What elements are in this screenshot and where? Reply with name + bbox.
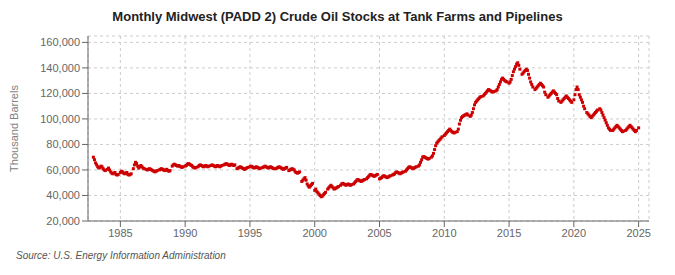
svg-text:160,000: 160,000 — [40, 36, 80, 48]
svg-text:2020: 2020 — [562, 227, 586, 239]
svg-text:140,000: 140,000 — [40, 62, 80, 74]
svg-text:1995: 1995 — [238, 227, 262, 239]
html-text:Monthly Midwest (PADD 2) Crude: Monthly Midwest (PADD 2) Crude Oil Stock… — [112, 9, 563, 24]
html-text:Source: U.S. Energy Informatio: Source: U.S. Energy Information Administ… — [16, 250, 226, 261]
svg-text:Thousand Barrels: Thousand Barrels — [8, 85, 20, 172]
svg-text:2010: 2010 — [432, 227, 456, 239]
svg-text:60,000: 60,000 — [46, 164, 80, 176]
svg-text:80,000: 80,000 — [46, 138, 80, 150]
svg-text:2015: 2015 — [497, 227, 521, 239]
svg-text:100,000: 100,000 — [40, 113, 80, 125]
svg-text:2025: 2025 — [626, 227, 650, 239]
svg-text:20,000: 20,000 — [46, 215, 80, 227]
svg-text:1985: 1985 — [108, 227, 132, 239]
svg-text:120,000: 120,000 — [40, 87, 80, 99]
svg-text:2000: 2000 — [302, 227, 326, 239]
svg-text:40,000: 40,000 — [46, 189, 80, 201]
svg-text:1990: 1990 — [173, 227, 197, 239]
svg-text:2005: 2005 — [367, 227, 391, 239]
